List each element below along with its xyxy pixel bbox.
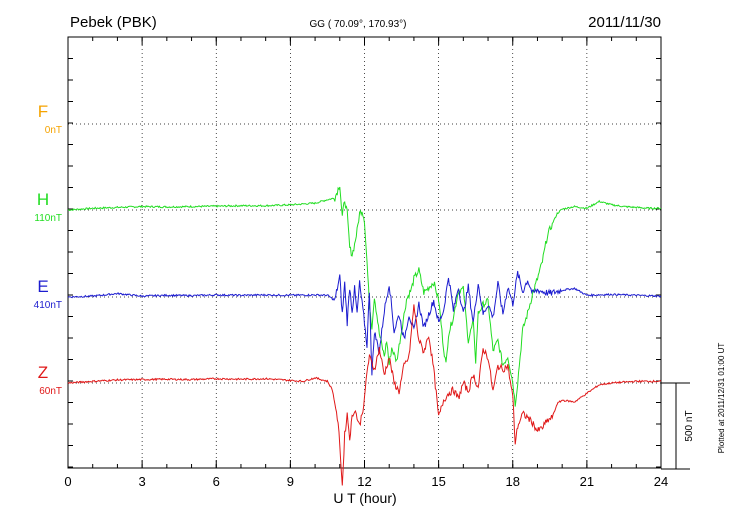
x-axis-ticks: 0 3 6 9 12 15 18 21 24 — [64, 36, 668, 489]
component-E: E — [37, 277, 48, 296]
x-tick-label: 6 — [213, 474, 220, 489]
trace-E — [67, 270, 662, 376]
offset-F: 0nT — [45, 125, 62, 136]
plotted-at-note: Plotted at 2011/12/31 01:00 UT — [717, 343, 726, 454]
component-labels: F 0nT H 110nT E 410nT Z 60nT — [34, 102, 62, 397]
x-tick-label: 0 — [64, 474, 71, 489]
x-tick-label: 12 — [357, 474, 371, 489]
x-tick-label: 9 — [287, 474, 294, 489]
component-Z: Z — [38, 363, 48, 382]
offset-E: 410nT — [34, 300, 62, 311]
trace-Z — [67, 304, 662, 486]
station-title: Pebek (PBK) — [70, 14, 157, 31]
station-coords: GG ( 70.09°, 170.93°) — [310, 19, 407, 30]
x-tick-label: 21 — [580, 474, 594, 489]
grid — [68, 37, 661, 468]
offset-Z: 60nT — [39, 386, 62, 397]
x-tick-label: 24 — [654, 474, 668, 489]
x-axis-label: U T (hour) — [333, 490, 396, 506]
offset-H: 110nT — [34, 213, 62, 224]
date-title: 2011/11/30 — [588, 14, 661, 31]
x-tick-label: 3 — [139, 474, 146, 489]
x-tick-label: 15 — [431, 474, 445, 489]
scale-bar-label: 500 nT — [684, 410, 695, 441]
trace-H — [67, 186, 662, 407]
component-F: F — [38, 102, 48, 121]
traces — [67, 186, 662, 486]
x-tick-label: 18 — [506, 474, 520, 489]
component-H: H — [37, 190, 49, 209]
